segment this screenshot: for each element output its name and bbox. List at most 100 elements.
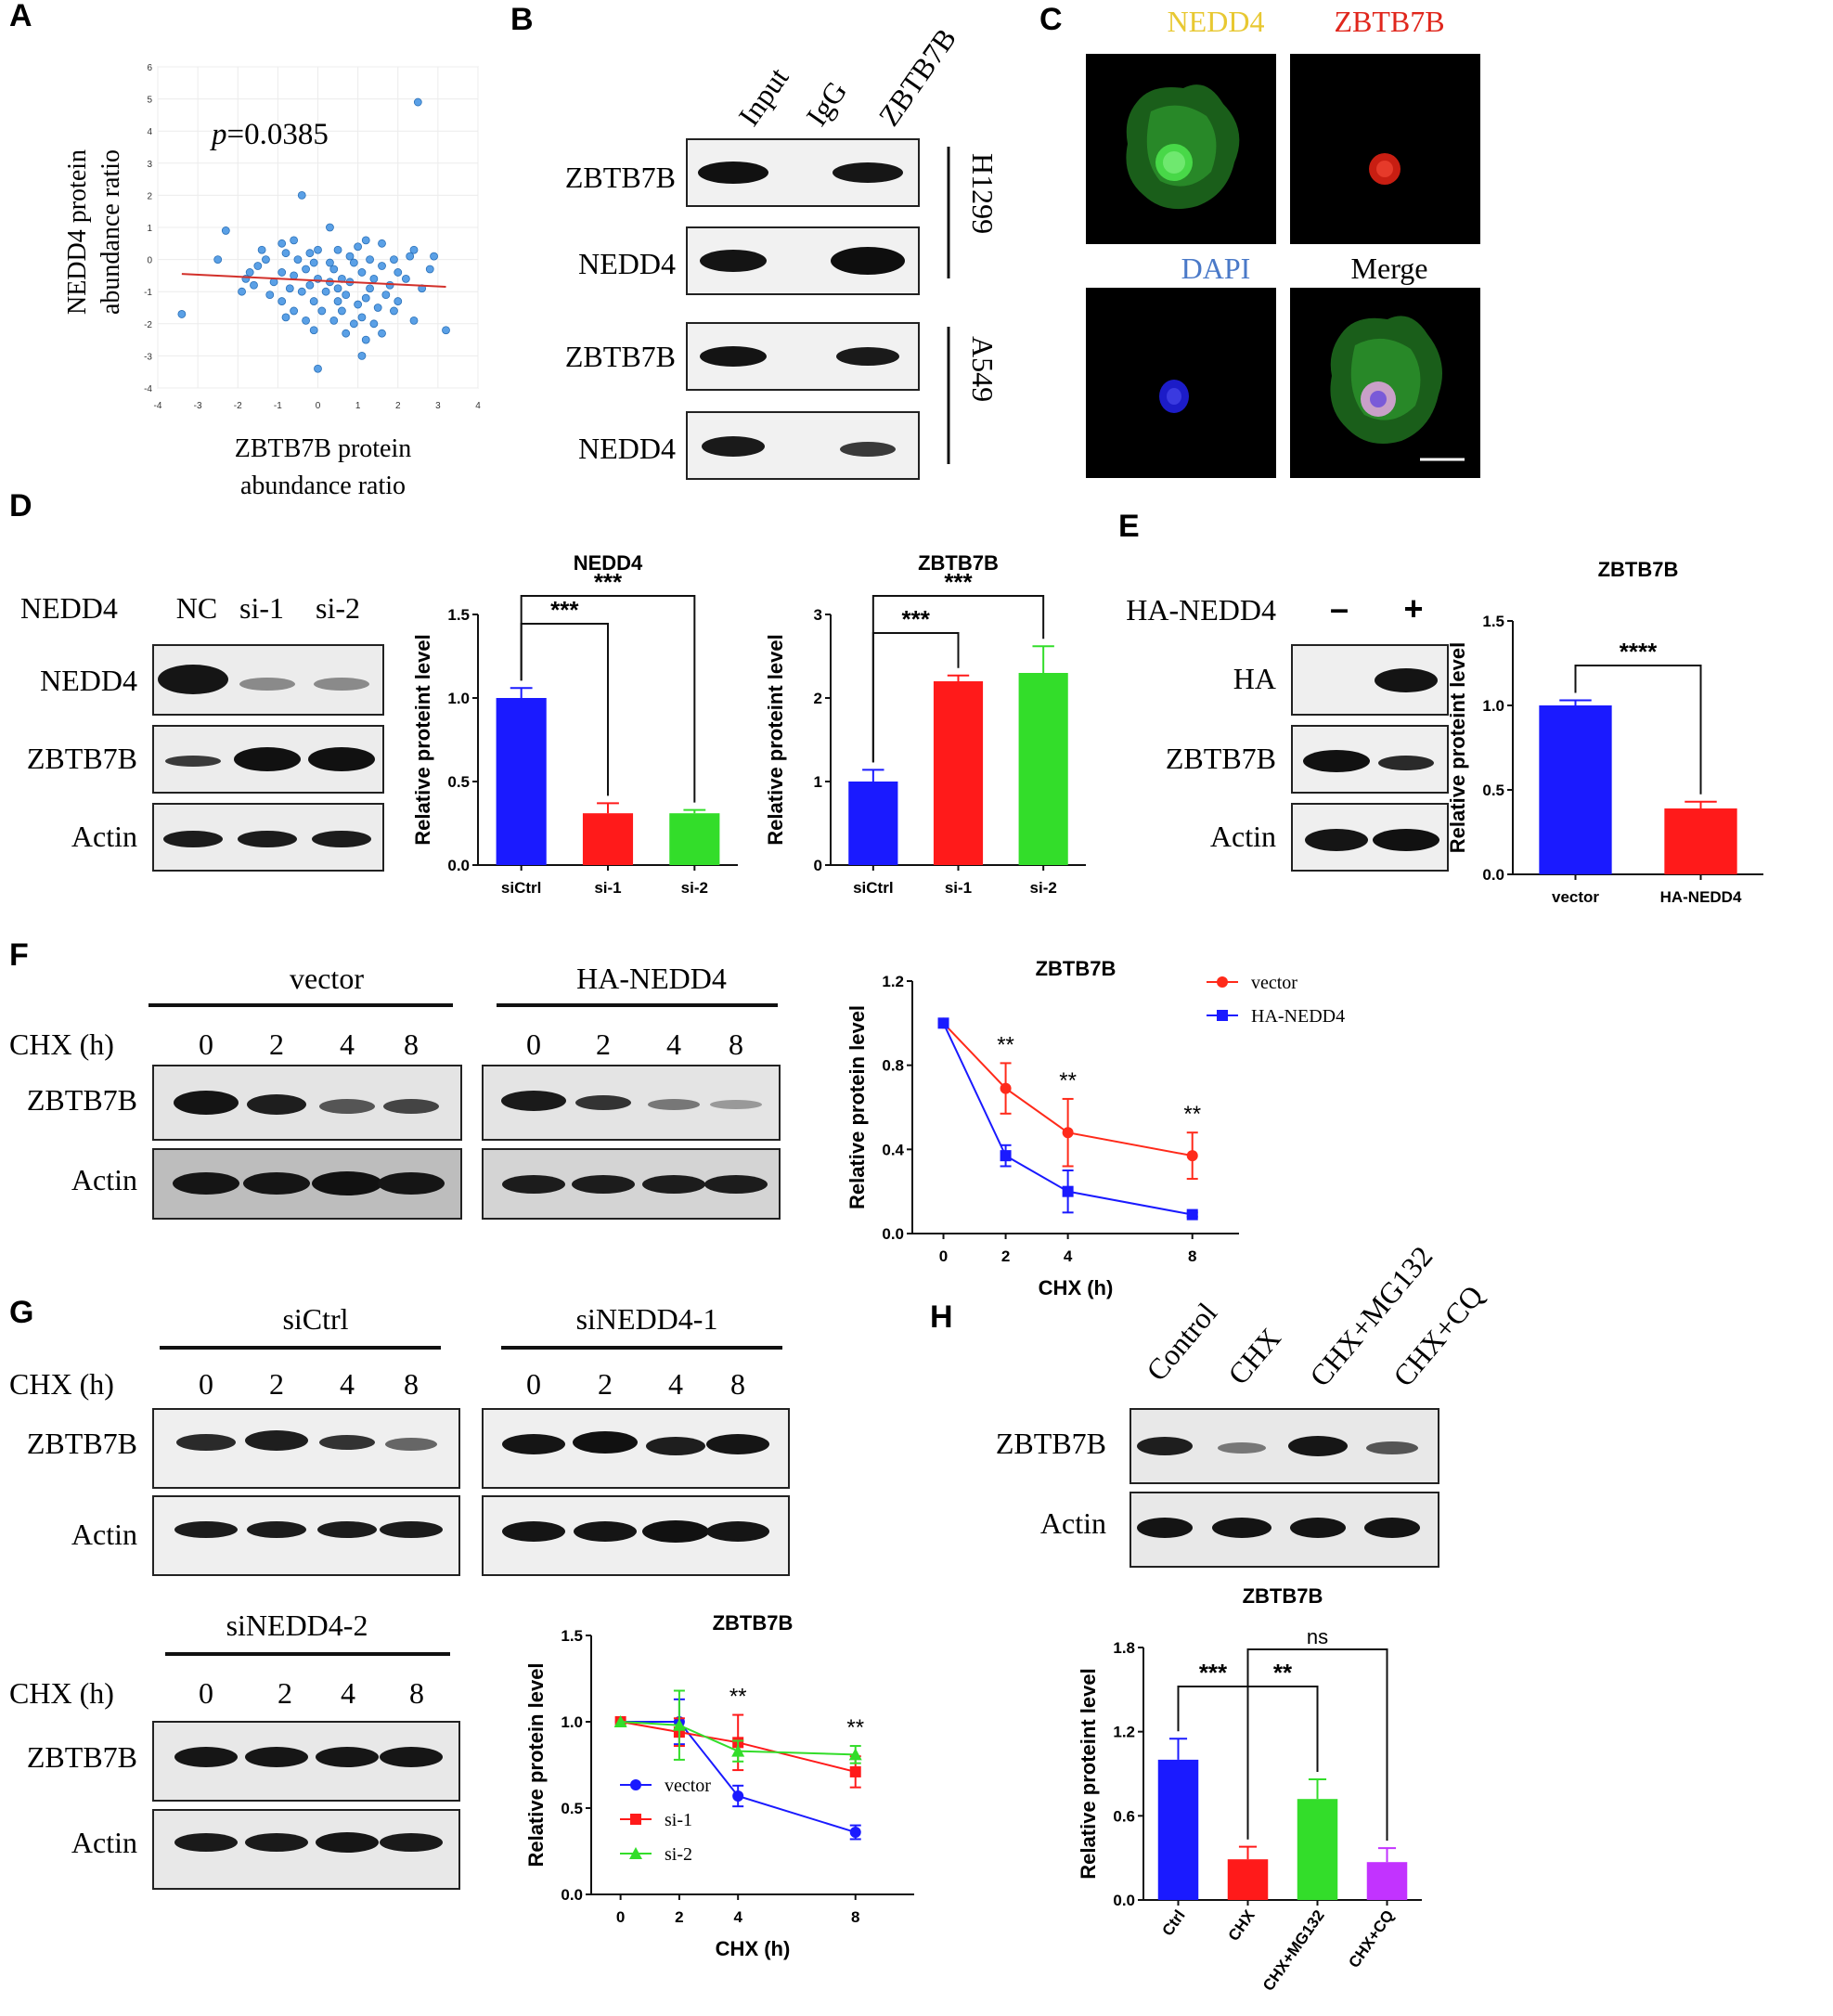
panel-a-ylabel-1: NEDD4 protein xyxy=(63,149,92,315)
chart-h-bar: ZBTB7B Relative proteint level 0.0 0.6 1.2 1.… xyxy=(1077,1584,1422,1995)
scatter-point xyxy=(373,304,382,312)
blot-g-strip-2 xyxy=(152,1495,460,1576)
blot-f-strip-2 xyxy=(152,1148,462,1220)
scatter-point xyxy=(390,306,398,316)
chart-xtick-label: CHX+CQ xyxy=(1345,1906,1397,1971)
tp-g3-4: 4 xyxy=(341,1676,355,1710)
chart-ytick-label: 1.0 xyxy=(1482,697,1504,715)
tp-g1-4: 4 xyxy=(340,1367,355,1401)
scatter-point xyxy=(409,316,419,325)
scatter-xtick-label: 2 xyxy=(395,401,401,411)
chart-data-point xyxy=(1000,1150,1012,1162)
blot-e-strip-2 xyxy=(1291,725,1449,794)
blot-f-strip-4 xyxy=(482,1148,781,1220)
chart-bar xyxy=(1018,673,1068,865)
scatter-ytick-label: -2 xyxy=(144,320,152,330)
scatter-point xyxy=(425,265,434,274)
channel-title-zbtb7b: ZBTB7B xyxy=(1334,5,1444,38)
blot-g-strip-4 xyxy=(482,1495,790,1576)
chart-bar xyxy=(848,782,898,865)
chart-xtick-label: 2 xyxy=(1001,1247,1010,1265)
tp-g2-2: 2 xyxy=(598,1367,613,1401)
scatter-point xyxy=(221,226,230,235)
chart-legend-label: vector xyxy=(1251,973,1297,993)
chart-ytick-label: 3 xyxy=(814,606,822,624)
scatter-point xyxy=(337,306,346,316)
chart-xtick-label: 8 xyxy=(851,1908,859,1926)
lane-minus: – xyxy=(1330,589,1349,627)
chart-annotation: ** xyxy=(997,1032,1014,1057)
scatter-point xyxy=(354,242,363,252)
chart-sig-label: *** xyxy=(944,568,973,596)
cell-line-h1299: H1299 xyxy=(966,153,1000,234)
chart-d-nedd4: NEDD4 Relative proteint level 0.0 0.5 1.0 1.5… xyxy=(411,551,738,897)
scatter-point xyxy=(257,245,266,254)
chart-ytick-label: 1.8 xyxy=(1113,1639,1135,1657)
chart-xtick-label: si-2 xyxy=(681,879,708,897)
panel-a-xlabel-2: abundance ratio xyxy=(240,472,406,500)
chart-bar xyxy=(1157,1759,1199,1900)
chart-data-point xyxy=(849,1827,861,1839)
scatter-point xyxy=(333,284,342,293)
chart-sig-label: ** xyxy=(1273,1659,1293,1686)
scatter-point xyxy=(369,319,379,329)
scatter-xtick-label: -3 xyxy=(194,401,202,411)
scatter-ytick-label: 3 xyxy=(147,160,152,170)
group-g-sinedd4-1: siNEDD4-1 xyxy=(576,1302,718,1336)
chart-data-point xyxy=(672,1718,686,1731)
chart-data-point xyxy=(1000,1082,1012,1094)
scatter-ytick-label: -3 xyxy=(144,352,152,362)
chart-legend-label: vector xyxy=(665,1776,711,1796)
chart-ytick-label: 0.5 xyxy=(1482,782,1504,799)
scatter-point xyxy=(390,255,398,265)
micrograph-merge xyxy=(1290,288,1480,478)
scatter-point xyxy=(378,262,386,270)
blot-e-strip-3 xyxy=(1291,803,1449,872)
chart-data-point xyxy=(731,1744,745,1757)
blot-e-row-actin: Actin xyxy=(1210,820,1276,853)
chart-ytick-label: 0.4 xyxy=(882,1141,904,1158)
micrograph-dapi xyxy=(1086,288,1276,478)
scatter-ytick-label: -4 xyxy=(144,384,152,394)
chart-bar xyxy=(933,681,984,865)
blot-g-row-actin-2: Actin xyxy=(71,1826,137,1859)
channel-title-nedd4: NEDD4 xyxy=(1168,5,1265,38)
chart-sig-bracket xyxy=(520,595,696,803)
scatter-xtick-label: 0 xyxy=(316,401,321,411)
scatter-ytick-label: 2 xyxy=(147,191,152,201)
scatter-point xyxy=(342,329,351,338)
blot-h-strip-1 xyxy=(1129,1408,1439,1484)
chart-xtick-label: 4 xyxy=(733,1908,742,1926)
chart-sig-label: *** xyxy=(901,605,930,633)
chart-data-point xyxy=(1062,1185,1074,1197)
scatter-xtick-label: 1 xyxy=(355,401,361,411)
blot-e-strip-1 xyxy=(1291,644,1449,716)
chart-ytick-label: 0.8 xyxy=(882,1057,904,1075)
chart-xtick-label: 8 xyxy=(1188,1247,1196,1265)
micrograph-zbtb7b xyxy=(1290,54,1480,244)
blot-b-strip-1 xyxy=(686,138,920,207)
scatter-point xyxy=(333,245,342,254)
chart-data-point xyxy=(1186,1208,1198,1221)
blot-b-row-4: NEDD4 xyxy=(578,432,676,465)
chart-annotation: ** xyxy=(846,1715,864,1740)
scatter-point xyxy=(253,262,263,270)
scatter-point xyxy=(305,280,315,290)
chart-legend-marker xyxy=(629,1847,642,1859)
tp-f1-2: 2 xyxy=(269,1027,284,1061)
blot-d-header: NEDD4 xyxy=(20,591,118,625)
tp-g3-2: 2 xyxy=(278,1676,292,1710)
chart-ylabel: Relative proteint level xyxy=(1077,1668,1100,1879)
blot-b-strip-3 xyxy=(686,322,920,391)
chart-xtick-label: 0 xyxy=(616,1908,625,1926)
scatter-point xyxy=(177,310,187,318)
scatter-point xyxy=(401,274,410,283)
panel-d: D NEDD4 NC si-1 si-2 NEDD4 ZBTB7B Actin … xyxy=(9,488,1086,897)
tp-g3-8: 8 xyxy=(409,1676,424,1710)
p-symbol: p xyxy=(210,118,227,151)
scatter-point xyxy=(329,316,339,325)
blot-d-row-actin: Actin xyxy=(71,820,137,853)
chart-data-point xyxy=(937,1017,949,1029)
chart-xtick-label: HA-NEDD4 xyxy=(1660,888,1742,906)
